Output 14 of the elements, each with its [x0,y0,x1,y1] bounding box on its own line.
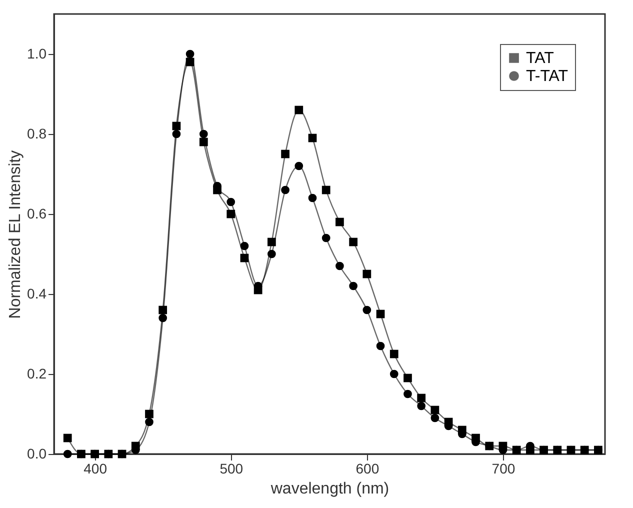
y-tick-label: 0.4 [27,286,47,302]
y-tick-label: 0.6 [27,206,47,222]
x-tick-label: 400 [84,460,108,476]
x-tick-label: 500 [220,460,244,476]
y-tick-label: 0.8 [27,126,47,142]
x-tick-label: 600 [356,460,380,476]
legend-label: TAT [526,50,554,67]
y-tick-label: 1.0 [27,46,47,62]
y-tick-label: 0.2 [27,366,47,382]
legend-label: T-TAT [526,68,568,85]
x-tick-label: 700 [492,460,516,476]
y-axis-title: Normalized EL Intensity [7,150,24,319]
y-tick-label: 0.0 [27,446,47,462]
x-axis-title: wavelength (nm) [270,480,390,498]
